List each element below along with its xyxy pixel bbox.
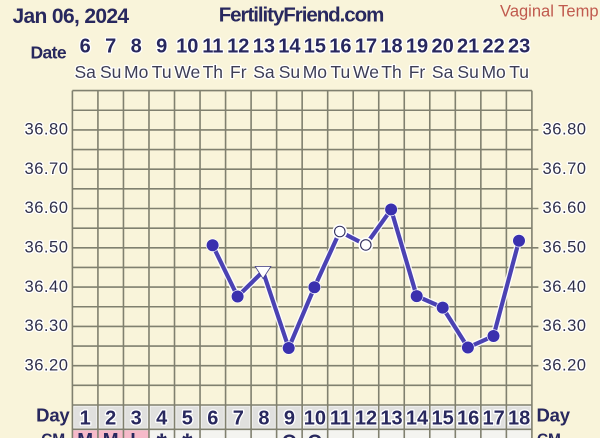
- svg-text:16: 16: [329, 36, 351, 58]
- svg-text:8: 8: [131, 36, 142, 58]
- svg-text:*: *: [182, 428, 193, 438]
- svg-text:36.70: 36.70: [24, 159, 68, 178]
- svg-text:2: 2: [105, 407, 116, 429]
- svg-text:36.80: 36.80: [543, 120, 587, 139]
- svg-text:Date: Date: [30, 43, 66, 63]
- svg-text:14: 14: [406, 407, 429, 429]
- svg-text:13: 13: [380, 407, 402, 429]
- svg-text:M: M: [103, 431, 119, 438]
- svg-text:36.80: 36.80: [24, 120, 68, 139]
- svg-text:Day: Day: [537, 405, 571, 426]
- svg-text:Mo: Mo: [303, 62, 327, 82]
- svg-text:16: 16: [457, 407, 479, 429]
- svg-text:11: 11: [202, 36, 223, 58]
- svg-text:Sa: Sa: [432, 62, 454, 82]
- svg-text:Su: Su: [100, 62, 121, 82]
- svg-text:Fr: Fr: [409, 62, 426, 82]
- svg-text:O: O: [308, 432, 323, 438]
- svg-text:23: 23: [508, 36, 530, 58]
- svg-text:21: 21: [457, 36, 479, 58]
- svg-text:FertilityFriend.com: FertilityFriend.com: [219, 3, 384, 26]
- svg-text:36.50: 36.50: [543, 238, 587, 257]
- svg-text:36.70: 36.70: [543, 159, 587, 178]
- svg-text:13: 13: [253, 36, 275, 58]
- svg-text:6: 6: [80, 36, 91, 58]
- svg-text:Th: Th: [203, 62, 223, 82]
- svg-text:17: 17: [355, 36, 377, 58]
- svg-text:10: 10: [304, 407, 326, 429]
- svg-text:18: 18: [380, 36, 402, 58]
- svg-text:18: 18: [508, 407, 530, 429]
- svg-text:CM: CM: [537, 432, 561, 438]
- svg-text:9: 9: [156, 36, 167, 58]
- svg-text:We: We: [174, 62, 200, 82]
- svg-text:36.50: 36.50: [24, 238, 68, 257]
- svg-text:20: 20: [431, 36, 453, 58]
- svg-text:17: 17: [482, 407, 504, 429]
- svg-text:Mo: Mo: [481, 62, 505, 82]
- svg-text:Sa: Sa: [74, 62, 96, 82]
- svg-text:7: 7: [233, 407, 244, 429]
- svg-text:7: 7: [105, 36, 116, 58]
- svg-text:Fr: Fr: [230, 62, 247, 82]
- svg-text:36.40: 36.40: [543, 277, 587, 296]
- svg-text:M: M: [77, 431, 93, 438]
- svg-text:15: 15: [304, 36, 326, 58]
- svg-text:22: 22: [482, 36, 504, 58]
- svg-text:36.20: 36.20: [24, 355, 68, 374]
- svg-text:*: *: [157, 428, 168, 438]
- svg-text:3: 3: [131, 407, 142, 429]
- svg-text:36.40: 36.40: [24, 277, 68, 296]
- svg-text:O: O: [282, 432, 297, 438]
- svg-text:10: 10: [176, 36, 198, 58]
- svg-text:Sa: Sa: [253, 62, 275, 82]
- svg-text:Su: Su: [457, 62, 478, 82]
- svg-text:11: 11: [330, 407, 351, 429]
- svg-text:12: 12: [355, 407, 377, 429]
- svg-text:6: 6: [207, 407, 218, 429]
- svg-text:5: 5: [182, 407, 193, 429]
- svg-text:36.30: 36.30: [543, 316, 587, 335]
- svg-text:We: We: [353, 62, 379, 82]
- svg-text:Day: Day: [36, 405, 70, 426]
- svg-text:36.30: 36.30: [24, 316, 68, 335]
- svg-text:Tu: Tu: [331, 62, 351, 82]
- svg-text:Th: Th: [381, 62, 401, 82]
- svg-text:36.20: 36.20: [543, 355, 587, 374]
- svg-text:9: 9: [284, 407, 295, 429]
- svg-text:14: 14: [278, 36, 301, 58]
- svg-text:36.60: 36.60: [24, 198, 68, 217]
- svg-text:L: L: [130, 431, 142, 438]
- svg-text:Vaginal Temp: Vaginal Temp: [500, 2, 598, 20]
- svg-text:4: 4: [156, 407, 168, 429]
- svg-text:19: 19: [406, 36, 428, 58]
- svg-text:12: 12: [227, 36, 249, 58]
- svg-text:15: 15: [431, 407, 453, 429]
- svg-text:8: 8: [258, 407, 269, 429]
- svg-text:Jan 06, 2024: Jan 06, 2024: [13, 5, 130, 28]
- svg-text:Tu: Tu: [152, 62, 172, 82]
- svg-text:Mo: Mo: [124, 62, 148, 82]
- svg-text:Su: Su: [279, 62, 300, 82]
- svg-text:Tu: Tu: [509, 62, 529, 82]
- svg-text:36.60: 36.60: [543, 198, 587, 217]
- svg-text:CM: CM: [41, 432, 65, 438]
- svg-text:1: 1: [80, 407, 91, 429]
